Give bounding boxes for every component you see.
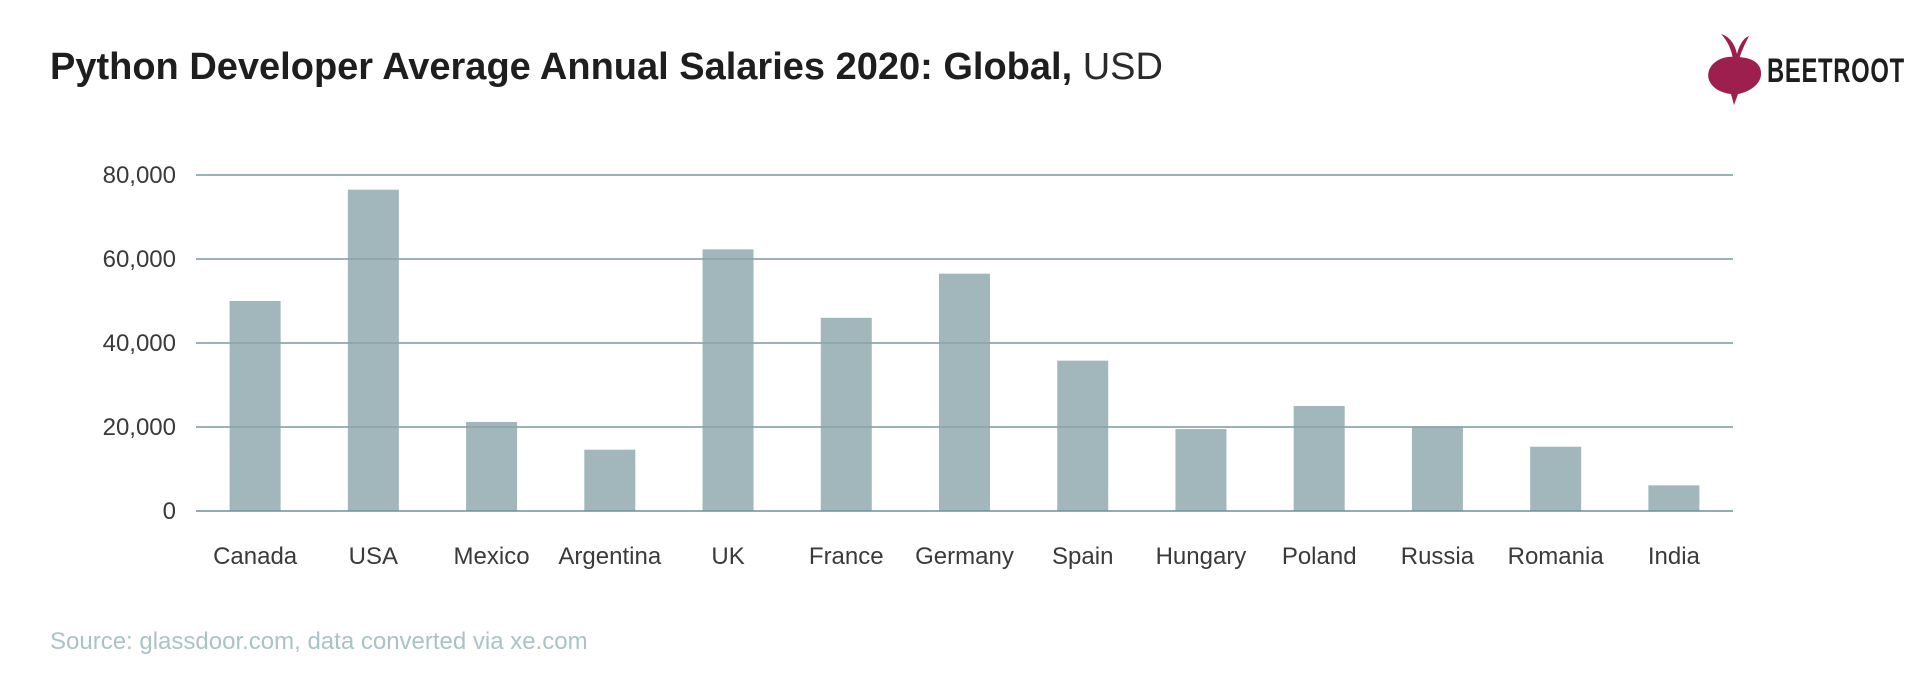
y-tick-label: 20,000 [103,414,176,441]
x-tick-label: Argentina [558,543,661,570]
bar [584,449,636,511]
y-tick-label: 60,000 [103,246,176,273]
chart-title: Python Developer Average Annual Salaries… [50,46,1163,89]
bar [820,317,872,511]
bar [347,189,399,511]
x-tick-label: UK [711,543,744,570]
bar [1648,485,1700,511]
bar [1530,446,1582,511]
chart-title-unit: USD [1082,46,1163,88]
y-axis-ticks: 0 20,000 40,000 60,000 80,000 [103,162,176,525]
beet-icon [1708,34,1762,105]
y-tick-label: 0 [163,498,176,525]
logo-wordmark: BEETROOT [1767,52,1905,90]
x-tick-label: Poland [1282,543,1357,570]
bar [1411,426,1463,511]
bar [1057,360,1109,511]
beetroot-logo: BEETROOT [1703,30,1904,105]
x-tick-label: Canada [213,543,298,570]
x-tick-label: Hungary [1156,543,1247,570]
x-tick-label: France [809,543,884,570]
x-tick-label: Mexico [454,543,530,570]
x-tick-label: India [1648,543,1701,570]
bar [1175,429,1227,511]
x-tick-label: Romania [1508,543,1605,570]
bar [702,249,754,511]
chart-title-main: Python Developer Average Annual Salaries… [50,46,1073,88]
y-tick-label: 80,000 [103,162,176,189]
x-tick-label: USA [349,543,398,570]
bar [229,301,281,511]
x-axis-ticks: Canada USA Mexico Argentina UK France Germany S… [213,543,1700,570]
source-note: Source: glassdoor.com, data converted vi… [50,628,588,655]
x-tick-label: Spain [1052,543,1113,570]
y-tick-label: 40,000 [103,330,176,357]
x-tick-label: Russia [1401,543,1475,570]
bars [196,174,1733,511]
bar [939,273,990,511]
bar [466,421,518,511]
bar [1293,406,1345,511]
bar-chart: 0 20,000 40,000 60,000 80,000 Canada USA Mexic… [103,162,1733,570]
x-tick-label: Germany [915,543,1014,570]
